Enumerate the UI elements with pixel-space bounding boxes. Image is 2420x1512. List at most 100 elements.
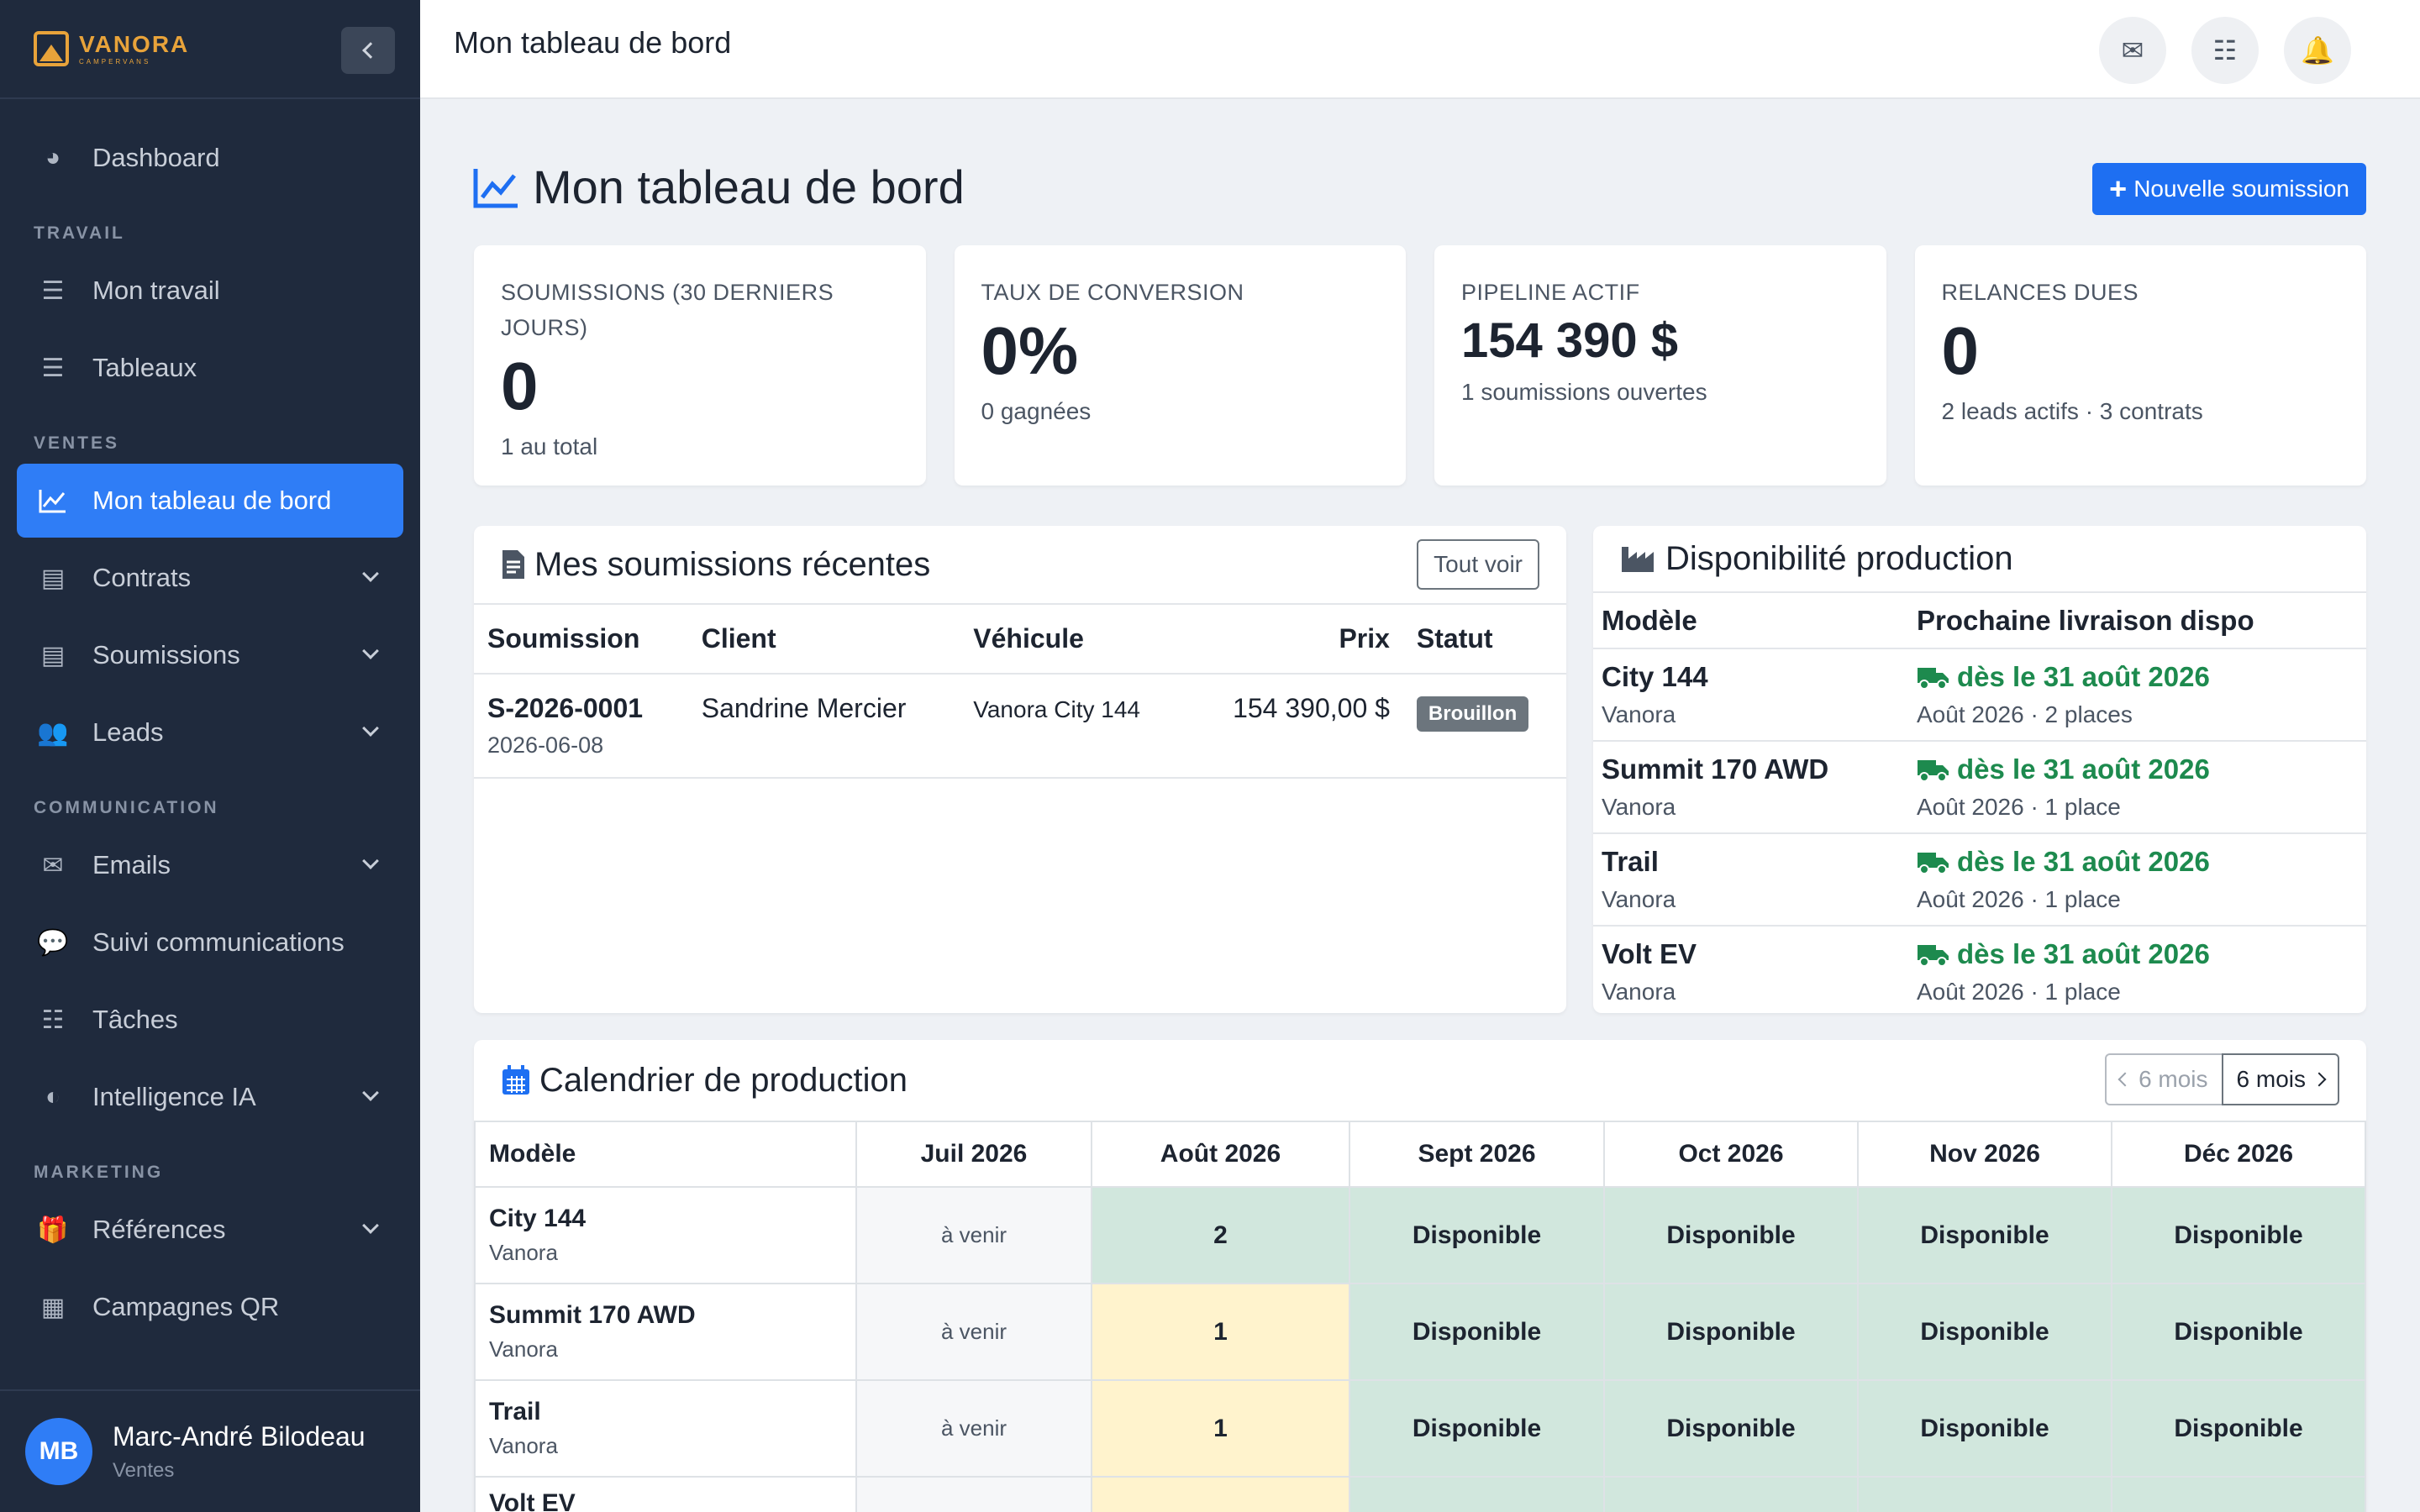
calendar-cell[interactable]: 1 — [1091, 1379, 1350, 1478]
sidebar-item-emails[interactable]: ✉ Emails — [17, 828, 403, 902]
sidebar: VANORA CAMPERVANS ◕ Dashboard TRAVAIL ☰ … — [0, 0, 420, 1512]
section-communication: COMMUNICATION — [34, 798, 219, 817]
plus-icon: + — [2109, 171, 2128, 206]
brand-name: VANORA — [79, 30, 190, 57]
calendar-cell[interactable]: Disponible — [1857, 1186, 2112, 1284]
calendar-cell[interactable]: Disponible — [1349, 1186, 1605, 1284]
calendar-cell[interactable] — [1091, 1476, 1350, 1512]
sidebar-item-mon-travail[interactable]: ☰ Mon travail — [17, 254, 403, 328]
col-month: Sept 2026 — [1349, 1121, 1605, 1188]
sidebar-item-campagnes-qr[interactable]: ▦ Campagnes QR — [17, 1270, 403, 1344]
sidebar-item-taches[interactable]: ☷ Tâches — [17, 983, 403, 1057]
calendar-cell[interactable] — [2111, 1476, 2366, 1512]
calendar-cell[interactable]: Disponible — [2111, 1379, 2366, 1478]
table-row: Trail Vanora dès le 31 août 2026 Août 20… — [1593, 833, 2366, 927]
col-month: Juil 2026 — [855, 1121, 1092, 1188]
col-prix[interactable]: Prix — [1187, 605, 1403, 675]
gauge-icon: ◕ — [45, 144, 61, 171]
model-name: Volt EV — [1602, 938, 1697, 969]
calendar-cell[interactable]: Disponible — [1349, 1283, 1605, 1381]
calendar-cell[interactable] — [1857, 1476, 2112, 1512]
sidebar-item-dashboard[interactable]: ◕ Dashboard — [17, 121, 403, 195]
model-brand: Vanora — [1602, 979, 1676, 1005]
calendar-cell — [855, 1476, 1092, 1512]
industry-icon — [1620, 543, 1657, 574]
kpi-label: SOUMISSIONS (30 DERNIERS JOURS) — [501, 280, 834, 340]
submissions-table: Soumission Client Véhicule Prix Statut S… — [474, 605, 1566, 779]
calendar-cell[interactable]: Disponible — [1857, 1379, 2112, 1478]
sidebar-item-contrats[interactable]: ▤ Contrats — [17, 541, 403, 615]
table-row: Volt EV Vanora dès le 31 août 2026 Août … — [1593, 926, 2366, 1013]
calendar-cell[interactable]: Disponible — [1857, 1283, 2112, 1381]
next-delivery: dès le 31 août 2026 — [1917, 846, 2358, 878]
table-row: City 144 Vanora dès le 31 août 2026 Août… — [1593, 648, 2366, 742]
vanora-logo[interactable]: VANORA CAMPERVANS — [34, 31, 189, 66]
vehicle-name: Vanora City 144 — [960, 674, 1188, 779]
view-all-button[interactable]: Tout voir — [1417, 539, 1539, 590]
section-ventes: VENTES — [34, 433, 120, 453]
sidebar-item-mon-tableau-de-bord[interactable]: Mon tableau de bord — [17, 464, 403, 538]
new-submission-button[interactable]: + Nouvelle soumission — [2092, 163, 2366, 215]
col-soumission[interactable]: Soumission — [474, 605, 688, 675]
chevron-down-icon — [362, 565, 379, 582]
prev-6-months-button[interactable]: 6 mois — [2105, 1053, 2223, 1105]
kpi-pipeline: PIPELINE ACTIF 154 390 $ 1 soumissions o… — [1434, 245, 1886, 486]
calendar-cell[interactable] — [1349, 1476, 1605, 1512]
new-submission-label: Nouvelle soumission — [2133, 176, 2349, 202]
delivery-detail: Août 2026 · 1 place — [1917, 886, 2121, 912]
logo-mountain-icon — [34, 31, 69, 66]
calendar-cell[interactable] — [1603, 1476, 1859, 1512]
sidebar-item-intelligence-ia[interactable]: ◐ Intelligence IA — [17, 1060, 403, 1134]
calendar-cell[interactable]: Disponible — [2111, 1283, 2366, 1381]
col-modele[interactable]: Modèle — [1593, 593, 1908, 649]
delivery-date: dès le 31 août 2026 — [1957, 661, 2210, 692]
delivery-detail: Août 2026 · 1 place — [1917, 794, 2121, 820]
kpi-value: 0% — [981, 312, 1079, 388]
sidebar-item-leads[interactable]: 👥 Leads — [17, 696, 403, 769]
col-vehicule[interactable]: Véhicule — [960, 605, 1188, 675]
model-name: Volt EV — [489, 1489, 576, 1512]
envelope-icon: ✉ — [2121, 35, 2144, 66]
chevron-right-icon — [2312, 1072, 2327, 1087]
section-marketing: MARKETING — [34, 1163, 164, 1182]
table-row: Summit 170 AWD Vanora à venir 1 Disponibl… — [474, 1283, 2366, 1381]
list-icon: ☰ — [41, 276, 65, 305]
production-calendar-table: Modèle Juil 2026 Août 2026 Sept 2026 Oct… — [474, 1121, 2366, 1512]
col-statut[interactable]: Statut — [1402, 605, 1566, 675]
sidebar-item-label: Mon travail — [92, 276, 220, 305]
table-row[interactable]: S-2026-0001 2026-06-08 Sandrine Mercier … — [474, 674, 1566, 779]
model-brand: Vanora — [489, 1240, 558, 1265]
status-badge: Brouillon — [1416, 696, 1529, 732]
sidebar-item-suivi-communications[interactable]: 💬 Suivi communications — [17, 906, 403, 979]
sidebar-item-soumissions[interactable]: ▤ Soumissions — [17, 618, 403, 692]
sidebar-item-label: Emails — [92, 850, 171, 879]
col-client[interactable]: Client — [687, 605, 960, 675]
submission-id[interactable]: S-2026-0001 — [487, 693, 644, 723]
notifications-button[interactable]: 🔔 — [2284, 17, 2351, 84]
sidebar-item-tableaux[interactable]: ☰ Tableaux — [17, 331, 403, 405]
calendar-cell[interactable]: Disponible — [2111, 1186, 2366, 1284]
calendar-cell[interactable]: Disponible — [1603, 1379, 1859, 1478]
delivery-date: dès le 31 août 2026 — [1957, 938, 2210, 969]
brain-icon: ◐ — [45, 1083, 61, 1110]
kpi-relances: RELANCES DUES 0 2 leads actifs · 3 contr… — [1914, 245, 2366, 486]
tasks-button[interactable]: ☷ — [2191, 17, 2259, 84]
calendar-cell[interactable]: 2 — [1091, 1186, 1350, 1284]
messages-button[interactable]: ✉ — [2099, 17, 2166, 84]
card-header: Disponibilité production — [1593, 526, 2366, 593]
delivery-date: dès le 31 août 2026 — [1957, 846, 2210, 877]
calendar-cell[interactable]: Disponible — [1603, 1186, 1859, 1284]
collapse-sidebar-button[interactable] — [341, 27, 395, 74]
calendar-cell[interactable]: 1 — [1091, 1283, 1350, 1381]
model-name: Summit 170 AWD — [1602, 753, 1829, 785]
calendar-cell[interactable]: Disponible — [1349, 1379, 1605, 1478]
card-title: Disponibilité production — [1665, 539, 2013, 577]
chevron-down-icon — [362, 1084, 379, 1101]
user-profile[interactable]: MB Marc-André Bilodeau Ventes — [0, 1389, 420, 1512]
col-prochaine-livraison[interactable]: Prochaine livraison dispo — [1908, 593, 2366, 649]
sidebar-item-references[interactable]: 🎁 Références — [17, 1193, 403, 1267]
calendar-cell[interactable]: Disponible — [1603, 1283, 1859, 1381]
sidebar-item-label: Leads — [92, 717, 164, 747]
next-6-months-button[interactable]: 6 mois — [2221, 1053, 2339, 1105]
kpi-value: 0 — [501, 348, 539, 423]
